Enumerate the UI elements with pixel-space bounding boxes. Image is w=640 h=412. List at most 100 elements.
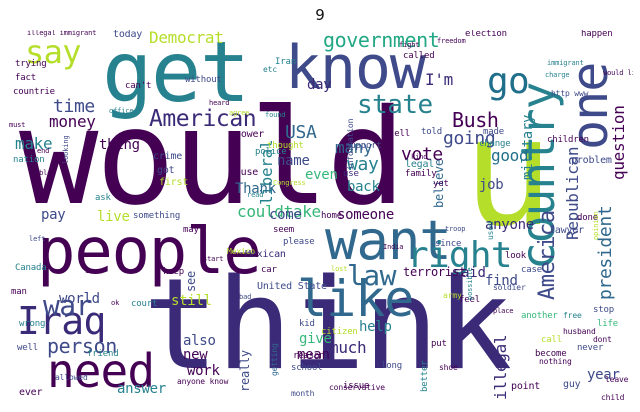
word: thing xyxy=(99,137,140,153)
word: found xyxy=(265,111,286,119)
word: Iran xyxy=(275,57,296,67)
word: name xyxy=(277,153,310,169)
word: crime xyxy=(153,151,183,162)
word: leave xyxy=(605,375,629,384)
word: go xyxy=(487,61,530,102)
word: place xyxy=(493,307,514,315)
word: Bush xyxy=(452,108,499,132)
word: can't xyxy=(125,81,152,91)
word: make xyxy=(15,134,53,153)
word: friend xyxy=(87,349,119,359)
word: Mexico xyxy=(227,247,255,256)
word: husband xyxy=(563,327,596,336)
word: know xyxy=(285,33,426,103)
word: must xyxy=(9,121,26,129)
word: free xyxy=(563,311,582,320)
word: election xyxy=(465,30,507,39)
word: someone xyxy=(337,207,395,223)
word: please xyxy=(283,237,315,247)
word: way xyxy=(347,154,379,175)
word: dont xyxy=(593,335,612,344)
word: fight xyxy=(399,41,420,49)
word: want xyxy=(325,209,452,272)
word: Mexican xyxy=(245,249,286,260)
word: good xyxy=(491,146,529,165)
word: seem xyxy=(273,225,294,235)
word: give xyxy=(299,331,332,347)
word: world xyxy=(59,291,100,307)
word: charge xyxy=(545,71,570,79)
word: United State xyxy=(257,281,327,292)
word: look xyxy=(505,251,526,261)
word: issue xyxy=(343,381,370,391)
word: trying xyxy=(15,59,47,69)
word: call xyxy=(541,335,562,345)
word: read xyxy=(247,191,264,199)
word: school xyxy=(291,363,323,373)
word: USA xyxy=(285,122,317,143)
word: reason xyxy=(293,351,325,361)
word: kind xyxy=(411,153,428,161)
word: fact xyxy=(15,73,36,83)
word: case xyxy=(521,265,542,275)
word: back xyxy=(347,179,380,195)
word: still xyxy=(171,293,212,309)
word: first xyxy=(159,177,189,188)
word: called xyxy=(403,51,435,61)
word: got xyxy=(157,165,175,176)
word: child xyxy=(601,393,625,402)
word: put xyxy=(431,339,447,349)
word: say xyxy=(25,33,82,71)
word: agree xyxy=(229,109,250,117)
word: day xyxy=(307,77,332,93)
word: said xyxy=(453,265,486,281)
word: happen xyxy=(581,30,613,39)
word: job xyxy=(479,177,504,193)
word-cloud: would think people get know want u like … xyxy=(7,30,633,407)
word: change xyxy=(479,139,511,149)
word: wrong xyxy=(19,319,46,329)
word: better xyxy=(420,360,430,392)
word: bad xyxy=(239,293,252,301)
figure-title: 9 xyxy=(315,6,325,24)
word: home xyxy=(321,211,342,221)
word: month xyxy=(291,389,315,398)
word: family xyxy=(405,169,437,179)
word: many xyxy=(335,138,373,157)
word: think xyxy=(143,251,512,398)
word: find xyxy=(485,273,518,289)
word: able xyxy=(35,169,52,177)
word: may xyxy=(183,225,199,235)
word: would xyxy=(19,81,406,235)
word: man xyxy=(11,287,27,297)
word: I'm xyxy=(425,70,453,89)
word: Thank xyxy=(235,181,276,197)
word: mean xyxy=(297,347,330,363)
word: illegal immigrant xyxy=(27,30,97,37)
word: thought xyxy=(267,141,304,151)
word: lost xyxy=(331,265,348,273)
word: anyone xyxy=(485,217,534,233)
word: court xyxy=(131,299,158,309)
word: troop xyxy=(445,225,466,233)
word: help xyxy=(359,319,392,335)
word: u xyxy=(463,86,553,260)
word: citizen xyxy=(321,327,358,337)
word: start xyxy=(203,255,224,263)
word: terrorist xyxy=(403,265,466,279)
word: feel xyxy=(459,295,480,305)
word: problem xyxy=(571,155,612,166)
word: since xyxy=(435,239,462,249)
word: house xyxy=(229,167,259,178)
word: left xyxy=(29,235,46,243)
word: point xyxy=(511,381,541,392)
word: office xyxy=(109,107,134,115)
word: government xyxy=(323,30,440,52)
word: another xyxy=(521,311,558,321)
word: countrie xyxy=(13,87,55,97)
word: even xyxy=(305,167,338,183)
word: vote xyxy=(401,144,443,165)
word: lawyer xyxy=(549,225,584,236)
word: couldtake xyxy=(237,202,321,221)
word: would like xyxy=(603,69,633,77)
